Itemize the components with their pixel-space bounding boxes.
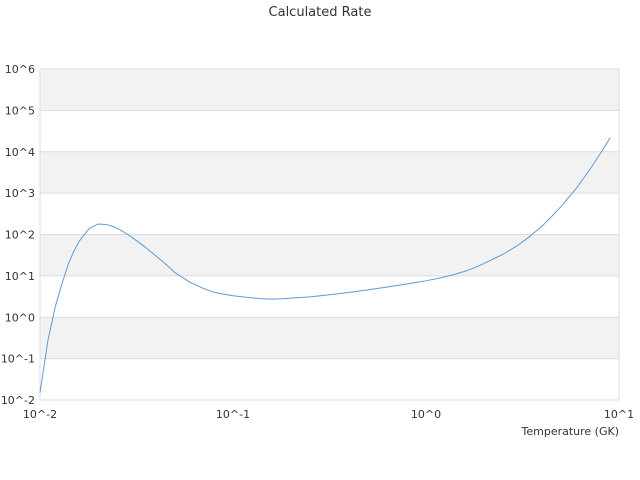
series-line bbox=[39, 137, 611, 393]
y-tick-label: 10^-1 bbox=[1, 353, 35, 366]
grid-band bbox=[40, 151, 619, 194]
x-tick-label: 10^-1 bbox=[216, 408, 250, 421]
grid-band bbox=[40, 69, 619, 111]
grid-lines bbox=[39, 68, 620, 401]
grid-band bbox=[40, 193, 619, 235]
grid-bands bbox=[40, 69, 619, 400]
y-tick-label: 10^4 bbox=[5, 146, 35, 159]
grid-band bbox=[40, 110, 619, 152]
y-tick-label: 10^0 bbox=[5, 311, 35, 324]
y-axis: 10^6 10^5 10^4 10^3 10^2 10^1 10^0 10^-1 10^-2 bbox=[1, 63, 35, 407]
chart-title: Calculated Rate bbox=[269, 5, 372, 20]
grid-band bbox=[40, 275, 619, 318]
x-axis: 10^-2 10^-1 10^0 10^1 bbox=[23, 408, 634, 421]
grid-band bbox=[40, 234, 619, 276]
grid-band bbox=[40, 317, 619, 359]
y-tick-label: 10^2 bbox=[5, 229, 35, 242]
x-tick-label: 10^0 bbox=[411, 408, 441, 421]
y-tick-label: 10^5 bbox=[5, 104, 35, 117]
y-tick-label: 10^-2 bbox=[1, 394, 35, 407]
grid-band bbox=[40, 358, 619, 400]
y-tick-label: 10^1 bbox=[5, 270, 35, 283]
x-tick-label: 10^-2 bbox=[23, 408, 57, 421]
x-axis-label: Temperature (GK) bbox=[521, 425, 620, 438]
x-tick-label: 10^1 bbox=[604, 408, 634, 421]
series-group bbox=[39, 137, 611, 393]
y-tick-label: 10^3 bbox=[5, 187, 35, 200]
y-tick-label: 10^6 bbox=[5, 63, 35, 76]
